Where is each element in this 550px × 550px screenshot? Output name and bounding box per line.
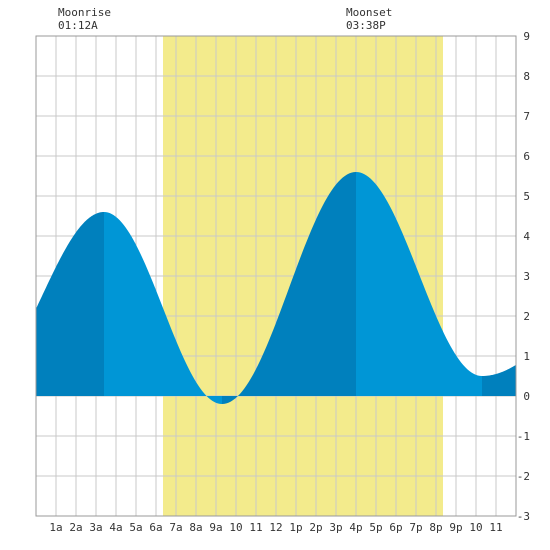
x-tick-label: 2p — [309, 521, 322, 534]
x-tick-label: 5a — [129, 521, 142, 534]
y-tick-label: 3 — [523, 270, 530, 283]
tide-area — [36, 172, 516, 404]
x-axis-ticks: 1a 2a 3a 4a 5a 6a 7a 8a 9a 10 11 12 1p 2p 3p 4p 5p 6p 7p 8p… — [49, 521, 502, 534]
x-tick-label: 6a — [149, 521, 162, 534]
x-tick-label: 11 — [489, 521, 502, 534]
x-tick-label: 8p — [429, 521, 442, 534]
x-tick-label: 7p — [409, 521, 422, 534]
y-tick-label: 6 — [523, 150, 530, 163]
x-tick-label: 7a — [169, 521, 182, 534]
y-tick-label: 5 — [523, 190, 530, 203]
x-tick-label: 10 — [469, 521, 482, 534]
y-tick-label: 0 — [523, 390, 530, 403]
x-tick-label: 5p — [369, 521, 382, 534]
moonset-time: 03:38P — [346, 19, 386, 32]
y-tick-label: 7 — [523, 110, 530, 123]
y-tick-label: -1 — [517, 430, 530, 443]
x-tick-label: 9p — [449, 521, 462, 534]
moonset-label: Moonset — [346, 6, 392, 19]
y-tick-label: 1 — [523, 350, 530, 363]
tide-segment-rising — [36, 212, 104, 396]
x-tick-label: 1p — [289, 521, 302, 534]
tide-segment-falling — [356, 172, 482, 396]
y-axis-ticks: -3 -2 -1 0 1 2 3 4 5 6 7 8 9 — [517, 30, 531, 523]
x-tick-label: 3a — [89, 521, 102, 534]
x-tick-label: 8a — [189, 521, 202, 534]
x-tick-label: 4p — [349, 521, 362, 534]
x-tick-label: 11 — [249, 521, 262, 534]
x-tick-label: 2a — [69, 521, 82, 534]
y-tick-label: 8 — [523, 70, 530, 83]
y-tick-label: 9 — [523, 30, 530, 43]
tide-segment-rising — [222, 172, 356, 404]
moonrise-time: 01:12A — [58, 19, 98, 32]
moonrise-label: Moonrise — [58, 6, 111, 19]
plot-border — [35, 35, 517, 517]
x-tick-label: 6p — [389, 521, 402, 534]
x-tick-label: 3p — [329, 521, 342, 534]
x-tick-label: 4a — [109, 521, 122, 534]
x-tick-label: 1a — [49, 521, 62, 534]
y-tick-label: -3 — [517, 510, 530, 523]
x-tick-label: 10 — [229, 521, 242, 534]
y-tick-label: 4 — [523, 230, 530, 243]
x-tick-label: 9a — [209, 521, 222, 534]
tide-segment-rising — [482, 364, 516, 396]
tide-segment-falling — [104, 212, 222, 404]
x-tick-label: 12 — [269, 521, 282, 534]
y-tick-label: -2 — [517, 470, 530, 483]
y-tick-label: 2 — [523, 310, 530, 323]
